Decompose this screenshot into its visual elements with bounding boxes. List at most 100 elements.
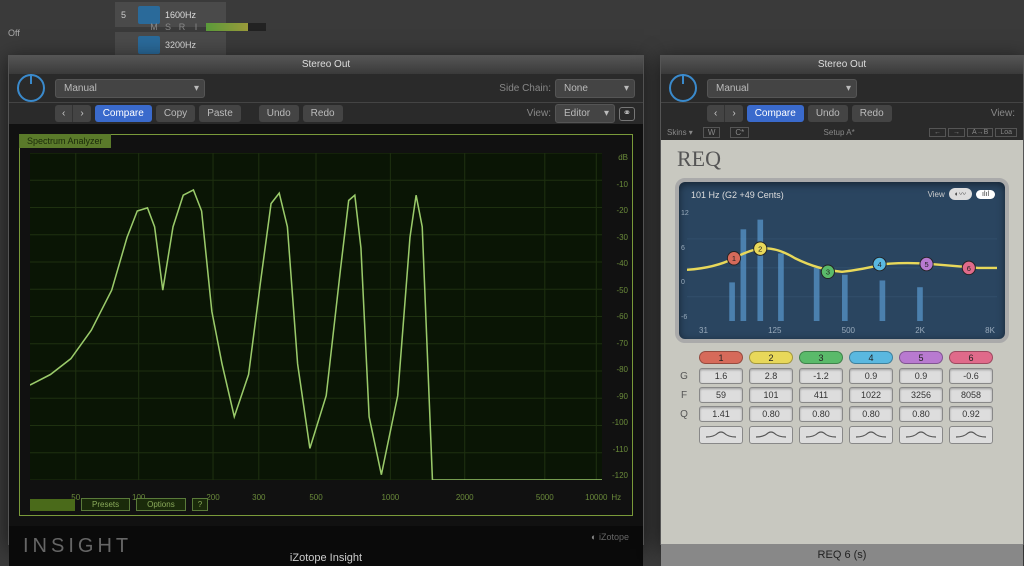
waves-nav-button[interactable]: Loa: [995, 128, 1017, 137]
band-pill-4[interactable]: 4: [849, 351, 893, 364]
power-button[interactable]: [669, 74, 697, 102]
titlebar-text: Stereo Out: [818, 59, 866, 70]
band-pill-3[interactable]: 3: [799, 351, 843, 364]
skins-menu[interactable]: Skins ▾: [667, 128, 693, 137]
param-q-band3[interactable]: 0.80: [799, 406, 843, 422]
band-pill-5[interactable]: 5: [899, 351, 943, 364]
record-button[interactable]: R: [177, 22, 187, 32]
preset-select[interactable]: Manual: [55, 79, 205, 98]
req-view-controls: View ◐〰 ılıl: [928, 188, 995, 200]
waves-nav-button[interactable]: ←: [929, 128, 946, 137]
waves-nav-button[interactable]: A→B: [967, 128, 993, 137]
param-g-band1[interactable]: 1.6: [699, 368, 743, 384]
analyzer-plot[interactable]: [30, 153, 602, 480]
next-icon[interactable]: ›: [73, 105, 90, 122]
svg-text:6: 6: [967, 264, 971, 273]
param-q-band4[interactable]: 0.80: [849, 406, 893, 422]
req-body: Skins ▾ W C* Setup A* ←→A→BLoa REQ 101 H…: [661, 124, 1023, 544]
waves-cw[interactable]: C*: [730, 127, 749, 138]
prev-icon[interactable]: ‹: [55, 105, 73, 122]
param-f-band6[interactable]: 8058: [949, 387, 993, 403]
shape-band1[interactable]: [699, 426, 743, 444]
shape-row: [699, 426, 1009, 444]
link-icon[interactable]: ⚭: [619, 107, 635, 121]
compare-button[interactable]: Compare: [747, 105, 804, 122]
db-tick: -20: [612, 206, 628, 215]
db-axis: dB -10-20-30-40-50-60-70-80-90-100-110-1…: [612, 153, 628, 480]
color-swatch[interactable]: [30, 499, 75, 511]
waves-w[interactable]: W: [703, 127, 721, 138]
input-button[interactable]: I: [191, 22, 201, 32]
off-label: Off: [8, 28, 20, 38]
analyzer-title: Spectrum Analyzer: [19, 134, 111, 148]
insight-footer: INSIGHT iZotope iZotope Insight: [9, 526, 643, 566]
redo-button[interactable]: Redo: [303, 105, 343, 122]
param-f-band3[interactable]: 411: [799, 387, 843, 403]
param-q-band5[interactable]: 0.80: [899, 406, 943, 422]
preset-nav[interactable]: ‹ ›: [707, 105, 743, 122]
band-pill-6[interactable]: 6: [949, 351, 993, 364]
param-f-band5[interactable]: 3256: [899, 387, 943, 403]
db-tick: -70: [612, 339, 628, 348]
param-f-band2[interactable]: 101: [749, 387, 793, 403]
mute-button[interactable]: M: [149, 22, 159, 32]
x-tick: 500: [842, 326, 855, 335]
view-select[interactable]: Editor: [555, 104, 615, 123]
hz-tick: 300: [252, 493, 265, 502]
param-g-band4[interactable]: 0.9: [849, 368, 893, 384]
param-g-band2[interactable]: 2.8: [749, 368, 793, 384]
param-q-band6[interactable]: 0.92: [949, 406, 993, 422]
param-f-band4[interactable]: 1022: [849, 387, 893, 403]
view-mode-1[interactable]: ◐〰: [949, 188, 972, 200]
help-button[interactable]: ?: [192, 498, 208, 511]
req-readout: 101 Hz (G2 +49 Cents): [691, 190, 784, 200]
undo-button[interactable]: Undo: [808, 105, 848, 122]
shape-band4[interactable]: [849, 426, 893, 444]
hz-tick: 10000: [585, 493, 607, 502]
preset-nav[interactable]: ‹ ›: [55, 105, 91, 122]
db-tick: -120: [612, 471, 628, 480]
hz-tick: 2000: [456, 493, 474, 502]
band-pill-2[interactable]: 2: [749, 351, 793, 364]
param-f-band1[interactable]: 59: [699, 387, 743, 403]
presets-button[interactable]: Presets: [81, 498, 130, 511]
prev-icon[interactable]: ‹: [707, 105, 725, 122]
track-row-6[interactable]: 3200Hz: [115, 32, 226, 57]
shape-band3[interactable]: [799, 426, 843, 444]
param-g-band6[interactable]: -0.6: [949, 368, 993, 384]
shape-band6[interactable]: [949, 426, 993, 444]
db-tick: -100: [612, 418, 628, 427]
req-display[interactable]: 101 Hz (G2 +49 Cents) View ◐〰 ılıl 1260-…: [675, 178, 1009, 343]
next-icon[interactable]: ›: [725, 105, 742, 122]
preset-select[interactable]: Manual: [707, 79, 857, 98]
waves-nav-button[interactable]: →: [948, 128, 965, 137]
db-tick: -50: [612, 286, 628, 295]
insight-logo: INSIGHT: [23, 535, 132, 558]
copy-button[interactable]: Copy: [156, 105, 195, 122]
view-label: View:: [991, 108, 1015, 119]
svg-text:2: 2: [758, 244, 762, 253]
param-row-f: F59101411102232568058: [675, 387, 1009, 403]
req-titlebar[interactable]: Stereo Out: [661, 56, 1023, 74]
param-q-band2[interactable]: 0.80: [749, 406, 793, 422]
solo-button[interactable]: S: [163, 22, 173, 32]
compare-button[interactable]: Compare: [95, 105, 152, 122]
shape-band2[interactable]: [749, 426, 793, 444]
sidechain-select[interactable]: None: [555, 79, 635, 98]
req-graph[interactable]: 123456: [687, 210, 997, 321]
waves-setup[interactable]: Setup A*: [759, 128, 919, 137]
param-q-band1[interactable]: 1.41: [699, 406, 743, 422]
view-mode-2[interactable]: ılıl: [976, 190, 995, 199]
band-pill-1[interactable]: 1: [699, 351, 743, 364]
paste-button[interactable]: Paste: [199, 105, 241, 122]
param-g-band3[interactable]: -1.2: [799, 368, 843, 384]
shape-band5[interactable]: [899, 426, 943, 444]
redo-button[interactable]: Redo: [852, 105, 892, 122]
plugin-name: iZotope Insight: [290, 552, 362, 564]
power-button[interactable]: [17, 74, 45, 102]
izotope-logo: iZotope: [591, 532, 629, 542]
insight-titlebar[interactable]: Stereo Out: [9, 56, 643, 74]
options-button[interactable]: Options: [136, 498, 186, 511]
param-g-band5[interactable]: 0.9: [899, 368, 943, 384]
undo-button[interactable]: Undo: [259, 105, 299, 122]
